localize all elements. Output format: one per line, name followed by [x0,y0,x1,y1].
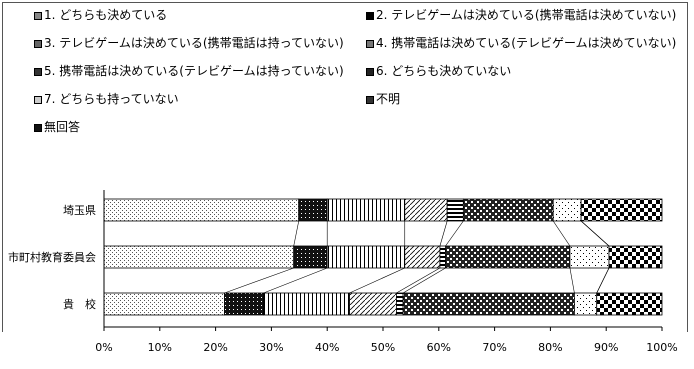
bar-segment-1-6 [462,198,554,222]
connector-line-2-8 [596,267,610,294]
x-tick-label-3: 30% [259,341,283,354]
legend-swatch-7 [34,95,42,104]
connector-line-2-3 [349,267,405,294]
connector-line-2-4 [396,267,441,294]
bar-segment-3-3 [263,292,350,316]
x-tick-label-2: 20% [203,341,227,354]
connector-line-1-8 [580,220,610,247]
bar-segment-2-2 [293,245,328,269]
bar-segment-2-7 [569,245,610,269]
x-tick-label-10: 100% [646,341,677,354]
bar-segment-3-9 [596,292,663,316]
legend-item-5: 5. 携帯電話は決めている(テレビゲームは持っていない) [34,63,344,79]
bar-segment-3-6 [402,292,575,316]
connector-line-1-6 [552,220,571,247]
category-label-3: 貴 校 [63,297,96,311]
bar-segment-1-5 [446,198,464,222]
connector-line-2-6 [569,267,575,294]
bar-segment-3-7 [573,292,598,316]
legend-item-4: 4. 携帯電話は決めている(テレビゲームは決めていない) [366,35,676,51]
connector-line-2-2 [263,267,328,294]
legend-swatch-3 [34,39,42,48]
bar-segment-1-9 [580,198,663,222]
x-tick-label-7: 70% [482,341,506,354]
chart-border [2,2,688,332]
x-tick-label-5: 50% [371,341,395,354]
legend-swatch-1 [34,11,42,20]
x-tick-label-0: 0% [95,341,112,354]
legend-label-7: 7. どちらも持っていない [44,92,179,106]
x-tick-label-4: 40% [315,341,339,354]
x-tick-label-9: 90% [594,341,618,354]
legend-swatch-6 [366,67,374,76]
connector-line-2-1 [224,267,294,294]
bar-segment-1-3 [326,198,406,222]
legend-label-5: 5. 携帯電話は決めている(テレビゲームは持っていない) [44,64,344,78]
legend-label-1: 1. どちらも決めている [44,8,168,22]
legend-swatch-4 [366,39,374,48]
legend-swatch-2 [366,11,374,20]
connector-line-1-1 [293,220,300,247]
bar-segment-2-5 [439,245,446,269]
connector-lines [224,220,610,294]
bar-segment-3-4 [349,292,397,316]
legend-item-7: 7. どちらも持っていない [34,91,179,107]
bar-segment-2-3 [326,245,406,269]
category-label-2: 市町村教育委員会 [8,250,96,264]
x-tick-label-6: 60% [427,341,451,354]
bar-segment-2-6 [445,245,571,269]
legend-swatch-8 [366,95,374,104]
axes [103,190,663,331]
bar-segment-2-4 [404,245,441,269]
legend-item-9: 無回答 [34,119,80,135]
bar-segment-1-1 [103,198,300,222]
bars [103,198,663,316]
bar-segment-1-7 [552,198,582,222]
legend-swatch-5 [34,67,42,76]
x-tick-label-1: 10% [148,341,172,354]
legend-label-8: 不明 [376,92,401,106]
legend-item-1: 1. どちらも決めている [34,7,167,23]
bar-segment-2-1 [103,245,295,269]
legend-swatch-9 [34,123,42,132]
category-label-1: 埼玉県 [63,203,96,217]
legend-label-3: 3. テレビゲームは決めている(携帯電話は持っていない) [44,36,344,50]
legend-item-8: 不明 [366,91,400,107]
bar-segment-3-5 [395,292,404,316]
legend-label-4: 4. 携帯電話は決めている(テレビゲームは決めていない) [376,36,677,50]
bar-segment-1-2 [298,198,328,222]
connector-line-2-5 [402,267,446,294]
connector-line-1-5 [445,220,464,247]
bar-segment-3-2 [224,292,264,316]
connector-line-1-4 [439,220,448,247]
x-tick-label-8: 80% [538,341,562,354]
legend: 1. どちらも決めている 2. テレビゲームは決めている(携帯電話は決めていない… [0,0,694,160]
legend-label-2: 2. テレビゲームは決めている(携帯電話は決めていない) [376,8,677,22]
bar-segment-2-9 [608,245,663,269]
legend-item-6: 6. どちらも決めていない [366,63,511,79]
legend-label-9: 無回答 [44,120,81,134]
bar-segment-1-4 [404,198,448,222]
legend-item-3: 3. テレビゲームは決めている(携帯電話は持っていない) [34,35,344,51]
legend-label-6: 6. どちらも決めていない [376,64,512,78]
bar-segment-3-1 [103,292,225,316]
legend-item-2: 2. テレビゲームは決めている(携帯電話は決めていない) [366,7,676,23]
